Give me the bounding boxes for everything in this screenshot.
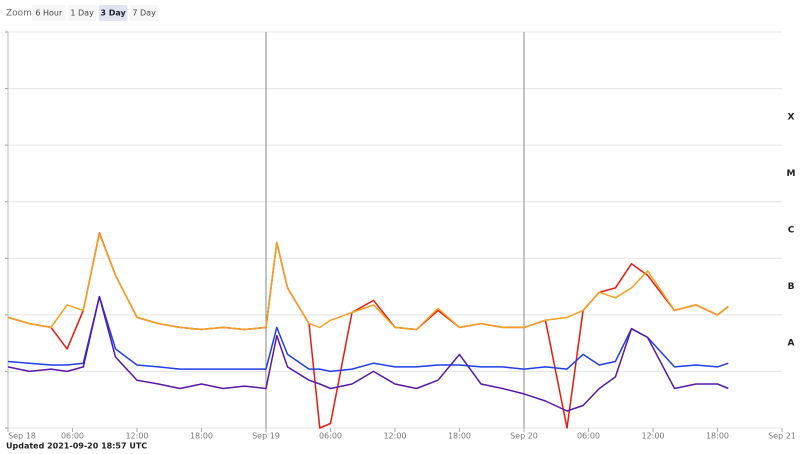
y-tick-label: A [788,339,795,349]
x-tick-label: 12:00 [125,432,148,441]
x-tick-label: 12:00 [641,432,664,441]
x-tick-label: 18:00 [190,432,213,441]
footer: Updated 2021-09-20 18:57 UTC [6,442,147,451]
x-tick-label: 06:00 [61,432,84,441]
zoom-button-label[interactable]: 7 Day [132,9,156,18]
x-tick-label: Sep 19 [252,432,280,441]
x-tick-label: 18:00 [448,432,471,441]
series-line [7,232,729,429]
x-tick-label: 06:00 [577,432,600,441]
x-tick-label: Sep 20 [510,432,538,441]
series-line [7,295,729,412]
zoom-button-label[interactable]: 3 Day [100,9,126,18]
y-tick-label: B [788,282,795,292]
zoom-button[interactable] [129,5,159,21]
y-tick-label: C [788,226,795,236]
y-tick-label: M [787,169,796,179]
x-tick-label: 06:00 [319,432,342,441]
series-line [7,233,729,331]
zoom-button[interactable] [67,5,97,21]
zoom-button[interactable] [32,5,66,21]
y-tick-label: X [788,112,795,122]
zoom-button-label[interactable]: 1 Day [70,9,94,18]
zoom-label: Zoom [6,9,32,19]
series-line [7,295,729,373]
x-tick-label: Sep 18 [8,432,36,441]
x-tick-label: 18:00 [706,432,729,441]
x-tick-label: Sep 21 [768,432,796,441]
x-tick-label: 12:00 [383,432,406,441]
zoom-button-label[interactable]: 6 Hour [35,9,63,18]
zoom-button[interactable] [98,5,128,21]
